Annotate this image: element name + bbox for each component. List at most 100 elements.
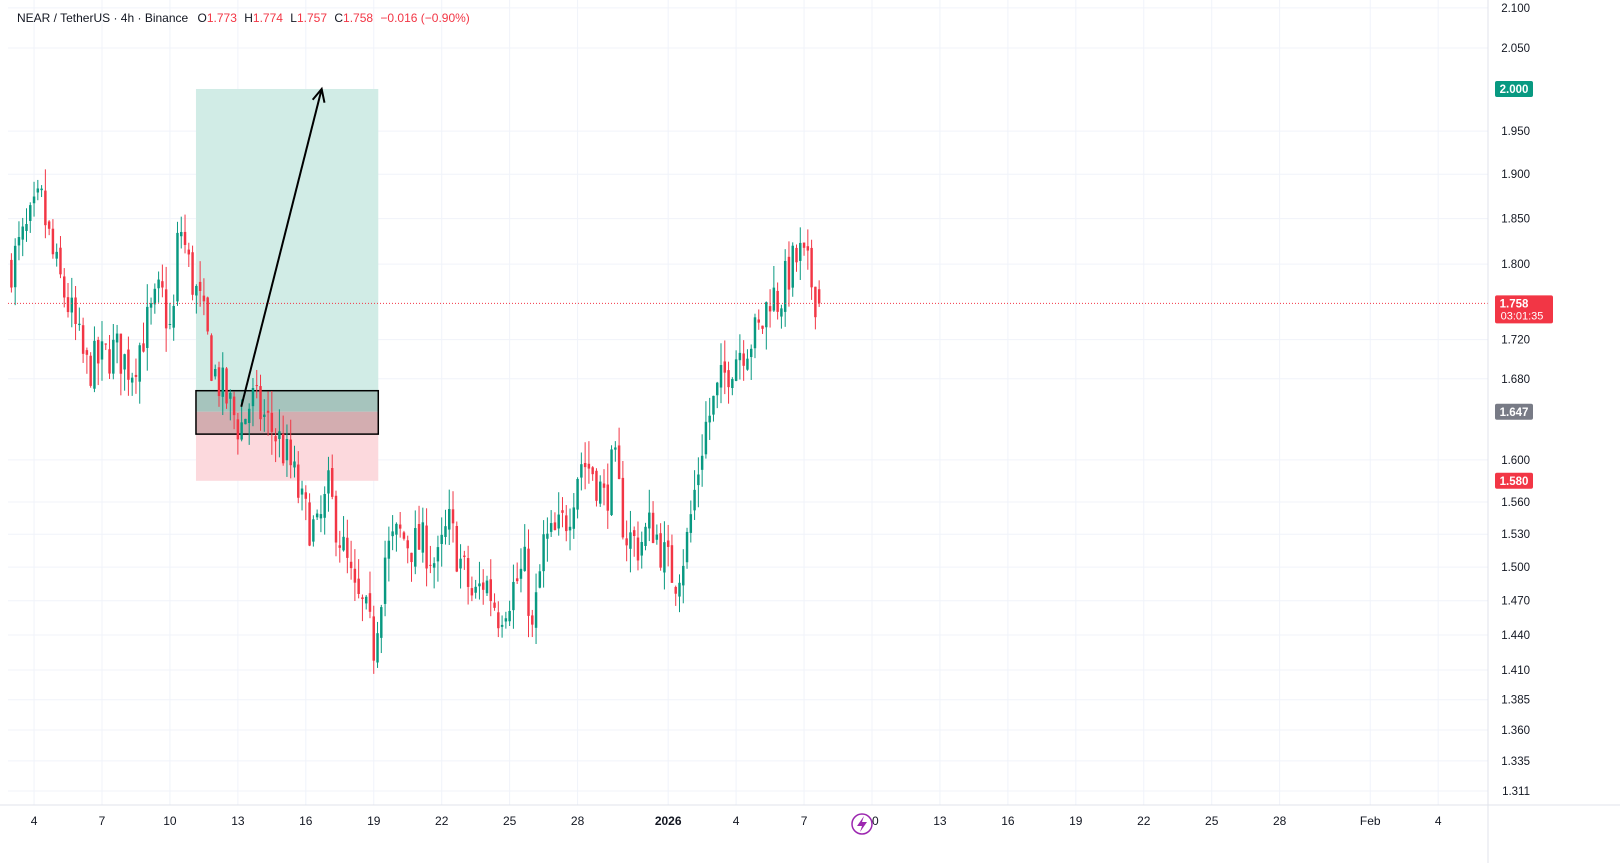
candle-down — [466, 558, 470, 587]
last-price-pill-countdown: 03:01:35 — [1501, 310, 1544, 322]
candle-down — [636, 537, 640, 561]
candle-up — [387, 540, 391, 559]
candle-up — [783, 260, 787, 312]
candle-up — [115, 333, 119, 343]
candle-down — [161, 281, 164, 288]
price-tick-label: 1.900 — [1501, 169, 1530, 181]
candle-up — [221, 367, 224, 397]
price-tick-label: 1.560 — [1501, 497, 1530, 509]
price-axis[interactable]: 2.100 2.050 1.950 1.900 1.850 1.800 1.720 1.680… — [1501, 3, 1530, 798]
candle-down — [817, 289, 821, 304]
candle-up — [251, 388, 255, 407]
candle-down — [353, 568, 357, 583]
candle-down — [455, 525, 459, 572]
open-value: 1.773 — [206, 11, 237, 25]
candle-up — [731, 379, 734, 389]
price-tick-label: 1.600 — [1501, 455, 1530, 467]
candle-down — [670, 545, 674, 583]
candle-down — [47, 221, 51, 229]
candle-up — [682, 565, 685, 586]
target-price-pill-text: 2.000 — [1500, 84, 1529, 96]
candle-up — [146, 306, 149, 348]
candle-down — [553, 522, 557, 531]
candle-up — [395, 523, 398, 535]
candle-down — [191, 252, 194, 295]
candles — [10, 169, 821, 674]
candle-up — [229, 392, 232, 399]
candle-up — [712, 395, 715, 415]
candle-up — [780, 308, 783, 317]
time-tick-label: 25 — [503, 814, 517, 828]
candle-down — [297, 464, 300, 498]
candle-down — [349, 561, 353, 569]
candle-up — [130, 377, 134, 383]
candle-down — [164, 289, 168, 329]
candle-up — [342, 536, 345, 551]
candle-up — [240, 422, 243, 440]
candle-down — [104, 343, 107, 345]
candle-down — [621, 477, 625, 538]
candle-up — [414, 528, 417, 567]
candle-down — [266, 410, 270, 413]
time-tick-label: 19 — [367, 814, 381, 828]
candle-down — [108, 349, 111, 374]
candle-down — [561, 510, 564, 513]
last-price-pill-bg — [1495, 295, 1553, 324]
price-tick-label: 1.335 — [1501, 756, 1530, 768]
candle-down — [74, 297, 77, 325]
candle-up — [376, 633, 379, 663]
candle-up — [421, 522, 425, 553]
candle-up — [508, 610, 511, 622]
candle-down — [304, 492, 308, 499]
low-value: 1.757 — [296, 11, 328, 25]
candle-down — [274, 436, 277, 442]
time-tick-label: 10 — [163, 814, 177, 828]
price-tick-label: 1.360 — [1501, 725, 1530, 737]
candle-down — [119, 333, 123, 374]
open-label: O — [197, 11, 207, 25]
trend-arrow-head — [311, 86, 326, 103]
time-tick-label: 7 — [801, 814, 808, 828]
candle-down — [814, 286, 817, 318]
candle-up — [685, 531, 689, 563]
time-tick-label: 2026 — [655, 814, 682, 828]
candle-up — [157, 279, 160, 289]
candle-down — [346, 537, 349, 558]
time-tick-label: 19 — [1069, 814, 1083, 828]
candle-down — [727, 370, 730, 388]
candle-up — [440, 534, 443, 544]
replay-lightning-icon[interactable] — [851, 813, 873, 835]
candle-down — [595, 470, 598, 501]
candle-up — [459, 558, 462, 569]
time-axis[interactable]: 471013161922252820264710131619222528Feb4 — [0, 804, 1620, 828]
low-label: L — [290, 11, 297, 25]
candle-up — [697, 474, 700, 486]
candle-up — [734, 359, 738, 381]
candle-up — [312, 519, 315, 542]
time-tick-label: 7 — [99, 814, 106, 828]
candle-up — [323, 493, 326, 518]
candle-down — [206, 297, 209, 332]
candle-down — [659, 533, 662, 568]
candle-down — [410, 552, 413, 563]
candle-up — [21, 226, 24, 240]
candle-up — [640, 541, 643, 556]
candle-down — [527, 548, 530, 616]
position-tool[interactable] — [195, 88, 380, 481]
symbol-title[interactable]: NEAR / TetherUS · 4h · Binance — [17, 11, 189, 25]
target-price-pill-bg — [1495, 80, 1533, 97]
candle-up — [557, 514, 560, 529]
candle-up — [474, 586, 477, 593]
time-tick-label: 22 — [1137, 814, 1151, 828]
candle-down — [417, 524, 421, 550]
candle-down — [674, 586, 677, 594]
candle-up — [542, 534, 545, 572]
high-value: 1.774 — [252, 11, 283, 25]
candle-up — [436, 547, 440, 562]
candle-up — [383, 557, 387, 604]
candle-down — [602, 483, 606, 488]
last-price-pill-text: 1.758 — [1500, 298, 1529, 310]
time-tick-label: 22 — [435, 814, 449, 828]
